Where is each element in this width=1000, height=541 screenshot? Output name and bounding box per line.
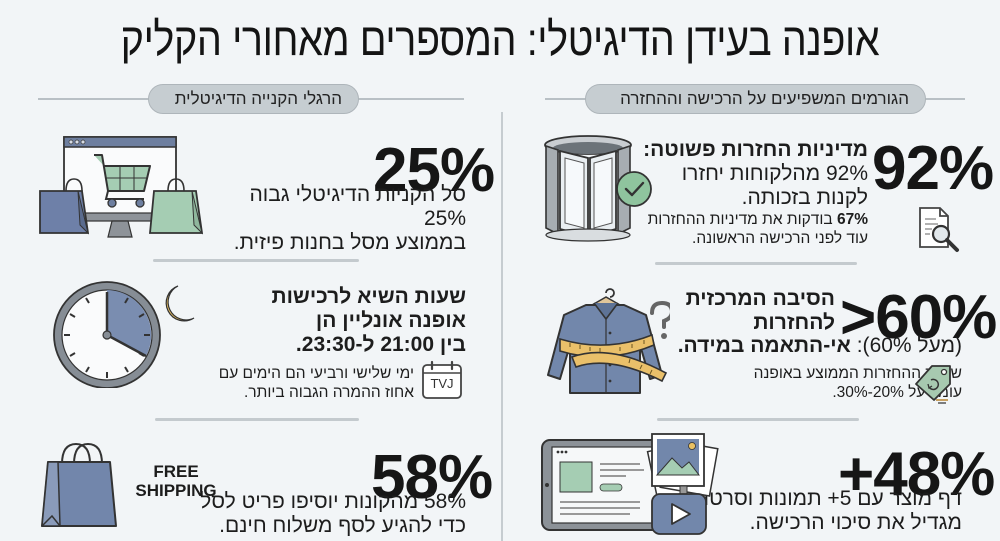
stat-body-line: בממוצע מסל בחנות פיזית. bbox=[233, 231, 466, 254]
stat-description: מדיניות החזרות פשוטה: 92% מהלקוחות יחזרו… bbox=[628, 138, 868, 210]
subnote-text: ימי שלישי ורביעי הם הימים עם bbox=[218, 365, 414, 382]
right-separator-1 bbox=[655, 262, 857, 265]
column-divider bbox=[501, 112, 503, 541]
stat-headline: מדיניות החזרות פשוטה: bbox=[643, 138, 868, 161]
stat-value: 92% bbox=[872, 134, 994, 203]
headline-line: בין 21:00 ל-23:30. bbox=[295, 333, 466, 356]
monitor-cart-bags-icon bbox=[39, 136, 204, 238]
subnote-text: עומד על 20%-30%. bbox=[832, 384, 962, 401]
right-separator-2 bbox=[657, 418, 859, 421]
stat-body-line: דף מוצר עם 5+ תמונות וסרטון bbox=[698, 487, 962, 510]
stat-body-line: לקנות בזכותה. bbox=[741, 186, 868, 209]
right-header-pill: הגורמים המשפיעים על הרכישה וההחזרה bbox=[585, 84, 926, 114]
stat-subnote: ימי שלישי ורביעי הם הימים עם אחוז ההמרה … bbox=[184, 364, 414, 402]
shopping-bag-icon bbox=[41, 442, 117, 527]
page-title: אופנה בעידן הדיגיטלי: המספרים מאחורי הקל… bbox=[120, 13, 880, 65]
subnote-text: אחוז ההמרה הגבוה ביותר. bbox=[244, 384, 414, 401]
stat-value: +48% bbox=[838, 440, 995, 509]
stat-body-line: מגדיל את סיכוי הרכישה. bbox=[749, 511, 962, 534]
stat-body-line: 58% מהקונות יוסיפו פריט לסל bbox=[200, 490, 466, 513]
revolving-door-check-icon bbox=[544, 135, 652, 242]
subnote-text: שיעור ההחזרות הממוצע באופנה bbox=[753, 365, 962, 382]
body-plain: (מעל 60%): bbox=[850, 334, 962, 357]
stat-description: סל הקניות הדיגיטלי גבוה 25% בממוצע מסל ב… bbox=[206, 183, 466, 255]
stat-body-line: 92% מהלקוחות יחזרו bbox=[681, 162, 868, 185]
headline-line: הסיבה המרכזית bbox=[685, 287, 835, 310]
stat-value: 25% bbox=[373, 136, 495, 205]
subnote-text: עוד לפני הרכישה הראשונה. bbox=[692, 230, 868, 247]
free-shipping-label: FREE SHIPPING bbox=[126, 462, 226, 500]
stat-description: דף מוצר עם 5+ תמונות וסרטון מגדיל את סיכ… bbox=[642, 487, 962, 535]
stat-body-line: כדי להגיע לסף משלוח חינם. bbox=[219, 514, 466, 537]
stat-value: >60% bbox=[840, 283, 997, 352]
body-bold: אי-התאמה במידה. bbox=[677, 334, 851, 357]
price-tag-return-icon bbox=[915, 365, 951, 404]
clock-moon-icon bbox=[53, 281, 195, 388]
calendar-label: TVJ bbox=[430, 376, 454, 391]
subnote-text: בודקות את מדיניות ההחזרות bbox=[647, 211, 837, 228]
stat-headline: שעות השיא לרכישות אופנה אונליין הן בין 2… bbox=[206, 285, 467, 357]
shipping-line: SHIPPING bbox=[135, 481, 217, 500]
calendar-icon: TVJ bbox=[420, 360, 464, 400]
stat-subnote: 67% בודקות את מדיניות ההחזרות עוד לפני ה… bbox=[628, 210, 868, 248]
left-separator-1 bbox=[153, 259, 359, 262]
stat-value: 58% bbox=[371, 443, 493, 512]
headline-line: שעות השיא לרכישות bbox=[271, 285, 467, 308]
left-header-pill: הרגלי הקנייה הדיגיטלית bbox=[148, 84, 359, 114]
stat-body: (מעל 60%): אי-התאמה במידה. bbox=[662, 334, 962, 358]
left-separator-2 bbox=[155, 418, 359, 421]
shirt-measuring-tape-icon bbox=[547, 288, 670, 394]
headline-line: אופנה אונליין הן bbox=[315, 309, 466, 332]
subnote-percent: 67% bbox=[836, 211, 868, 228]
document-search-icon bbox=[919, 207, 959, 252]
calendar-frame-icon bbox=[422, 360, 462, 399]
free-line: FREE bbox=[153, 462, 199, 481]
stat-subnote: שיעור ההחזרות הממוצע באופנה עומד על 20%-… bbox=[722, 364, 962, 402]
headline-line: להחזרות bbox=[753, 311, 835, 334]
tablet-photos-video-icon bbox=[541, 433, 719, 535]
stat-description: 58% מהקונות יוסיפו פריט לסל כדי להגיע לס… bbox=[186, 490, 466, 538]
stat-body-line: סל הקניות הדיגיטלי גבוה 25% bbox=[249, 183, 466, 230]
stat-headline: הסיבה המרכזית להחזרות bbox=[635, 287, 835, 335]
